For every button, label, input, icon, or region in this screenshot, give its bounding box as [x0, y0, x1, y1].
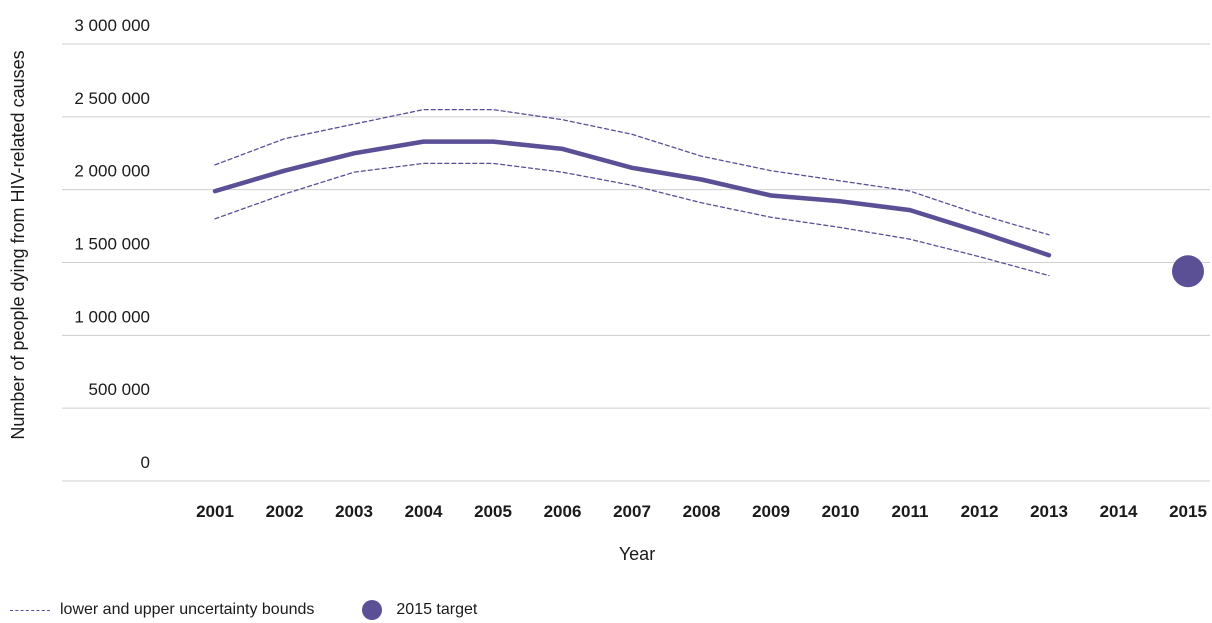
y-tick-label: 3 000 000 — [74, 16, 150, 35]
x-tick-label: 2009 — [752, 502, 790, 521]
hiv-deaths-chart: 0 500 000 1 000 000 1 500 000 2 000 000 2 500… — [8, 16, 1210, 564]
circle-icon — [362, 600, 383, 620]
legend-item-target: 2015 target — [362, 600, 477, 620]
legend-item-uncertainty: lower and upper uncertainty bounds — [10, 601, 314, 619]
x-tick-label: 2012 — [961, 502, 999, 521]
y-axis-ticks: 0 500 000 1 000 000 1 500 000 2 000 000 2 500… — [74, 16, 150, 472]
legend-label-uncertainty: lower and upper uncertainty bounds — [60, 601, 315, 618]
y-tick-label: 500 000 — [89, 380, 150, 399]
series-line-lower-bound — [214, 162, 1050, 277]
x-tick-label: 2010 — [822, 502, 860, 521]
dashed-line-icon — [10, 609, 50, 611]
series-line-estimate — [212, 139, 1052, 258]
x-tick-label: 2014 — [1100, 502, 1138, 521]
x-tick-label: 2002 — [266, 502, 304, 521]
x-tick-label: 2004 — [405, 502, 443, 521]
x-axis-ticks: 2001 2002 2003 2004 2005 2006 2007 2008 2009 2010… — [196, 502, 1207, 521]
legend-label-target: 2015 target — [396, 601, 478, 618]
x-tick-label: 2008 — [683, 502, 721, 521]
y-tick-label: 1 000 000 — [74, 307, 150, 326]
y-axis-title: Number of people dying from HIV-related … — [8, 50, 28, 439]
x-tick-label: 2015 — [1169, 502, 1207, 521]
x-axis-title: Year — [619, 544, 655, 564]
x-tick-label: 2007 — [613, 502, 651, 521]
x-tick-label: 2003 — [335, 502, 373, 521]
series-group — [212, 108, 1204, 288]
y-tick-label: 0 — [141, 453, 150, 472]
series-line-upper-bound — [214, 108, 1050, 236]
x-tick-label: 2006 — [544, 502, 582, 521]
x-tick-label: 2005 — [474, 502, 512, 521]
y-tick-label: 1 500 000 — [74, 235, 150, 254]
x-tick-label: 2013 — [1030, 502, 1068, 521]
target-point — [1172, 255, 1204, 288]
legend: lower and upper uncertainty bounds 2015 … — [10, 598, 525, 622]
y-tick-label: 2 500 000 — [74, 89, 150, 108]
y-tick-label: 2 000 000 — [74, 162, 150, 181]
x-tick-label: 2011 — [892, 502, 929, 521]
x-tick-label: 2001 — [196, 502, 234, 521]
gridlines — [62, 43, 1210, 482]
